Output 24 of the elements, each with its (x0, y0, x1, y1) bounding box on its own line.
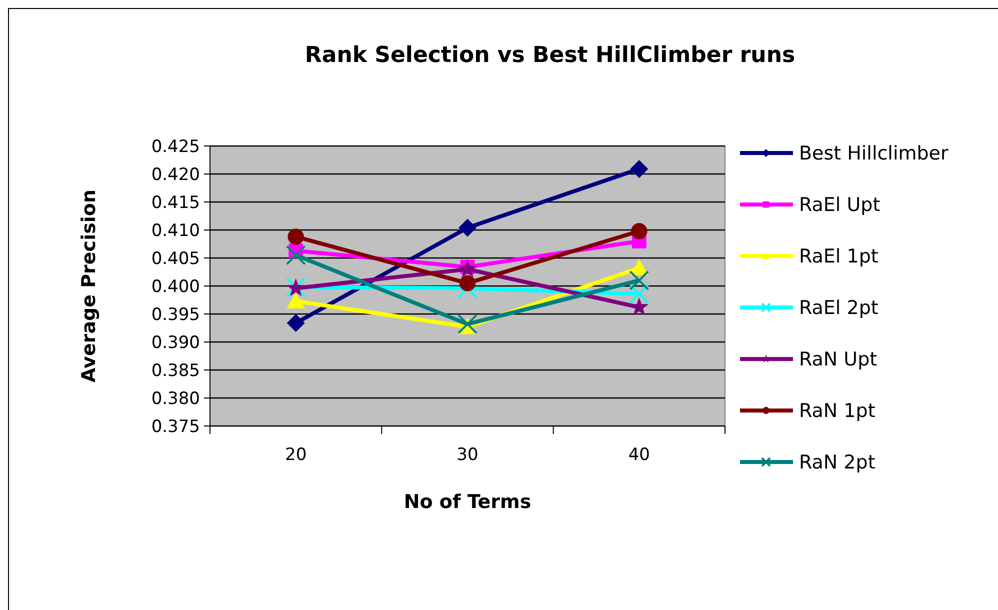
legend-label: RaEl 1pt (799, 246, 878, 268)
y-tick-label: 0.390 (151, 332, 200, 353)
y-tick-label: 0.410 (151, 220, 200, 241)
legend-label: RaEl 2pt (799, 297, 878, 320)
y-tick-label: 0.425 (151, 136, 200, 157)
chart-title: Rank Selection vs Best HillClimber runs (304, 43, 796, 68)
y-tick-label: 0.420 (151, 164, 200, 185)
y-tick-label: 0.375 (151, 416, 200, 437)
legend-label: RaEl Upt (799, 194, 880, 216)
y-axis-title: Average Precision (78, 190, 100, 382)
y-tick-label: 0.380 (151, 388, 200, 409)
legend-label: Best Hillclimber (799, 142, 948, 165)
y-tick-label: 0.385 (151, 360, 200, 381)
x-tick-label: 20 (285, 445, 307, 465)
legend-label: RaN 1pt (799, 400, 876, 422)
x-tick-label: 30 (456, 445, 478, 465)
y-tick-label: 0.400 (151, 276, 200, 297)
y-tick-label: 0.395 (151, 304, 200, 325)
x-tick-label: 40 (628, 445, 650, 465)
x-axis-title: No of Terms (404, 491, 532, 513)
legend-label: RaN 2pt (799, 452, 876, 474)
y-tick-label: 0.405 (151, 248, 200, 269)
legend-label: RaN Upt (799, 348, 878, 371)
y-tick-label: 0.415 (151, 192, 200, 213)
